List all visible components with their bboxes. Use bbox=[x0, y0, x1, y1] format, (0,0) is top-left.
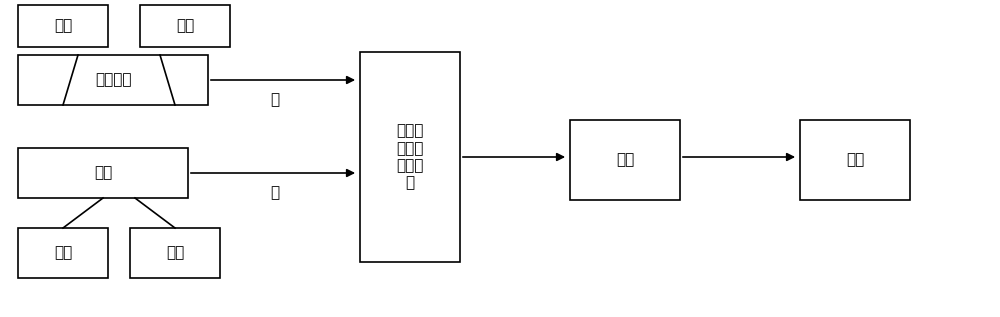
Bar bbox=[18, 55, 208, 105]
Bar bbox=[130, 228, 220, 278]
Bar bbox=[570, 120, 680, 200]
Bar bbox=[18, 148, 188, 198]
Text: 硝酸: 硝酸 bbox=[54, 245, 72, 261]
Bar bbox=[18, 5, 108, 47]
Text: 混酸: 混酸 bbox=[94, 165, 112, 180]
Text: 分酸: 分酸 bbox=[616, 152, 634, 167]
Bar bbox=[360, 52, 460, 262]
Text: 泵: 泵 bbox=[270, 93, 280, 107]
Text: 硫酸: 硫酸 bbox=[166, 245, 184, 261]
Text: 泵: 泵 bbox=[270, 185, 280, 200]
Bar bbox=[18, 228, 108, 278]
Bar bbox=[140, 5, 230, 47]
Text: 双醚: 双醚 bbox=[176, 18, 194, 34]
Text: 窄距离
平行平
板反应
器: 窄距离 平行平 板反应 器 bbox=[396, 123, 424, 191]
Text: 水洗: 水洗 bbox=[846, 152, 864, 167]
Bar bbox=[800, 120, 910, 200]
Text: 混合溶液: 混合溶液 bbox=[95, 73, 131, 87]
Text: 溶剂: 溶剂 bbox=[54, 18, 72, 34]
